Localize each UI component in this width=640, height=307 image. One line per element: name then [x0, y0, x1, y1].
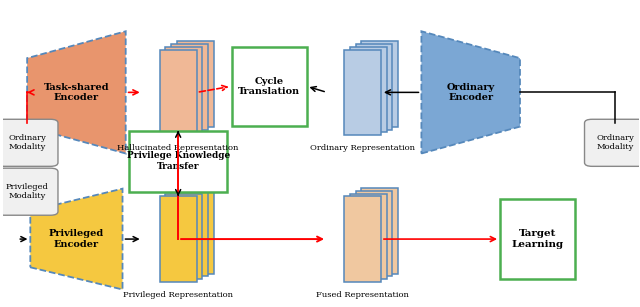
Bar — [362, 188, 398, 274]
Text: Ordinary
Modality: Ordinary Modality — [8, 134, 46, 151]
Bar — [356, 44, 392, 130]
Bar — [129, 130, 227, 192]
FancyBboxPatch shape — [0, 168, 58, 215]
Bar — [171, 191, 208, 276]
Text: Ordinary
Modality: Ordinary Modality — [596, 134, 634, 151]
Bar — [166, 193, 202, 279]
Bar — [171, 44, 208, 130]
Bar — [232, 47, 307, 126]
Text: Privilege Knowledge
Transfer: Privilege Knowledge Transfer — [127, 151, 230, 171]
Text: Cycle
Translation: Cycle Translation — [238, 76, 300, 96]
Bar — [177, 188, 214, 274]
Bar — [344, 196, 381, 282]
FancyBboxPatch shape — [0, 119, 58, 166]
Text: Privileged
Modality: Privileged Modality — [6, 183, 49, 200]
Bar — [177, 41, 214, 127]
Polygon shape — [27, 31, 125, 154]
Bar — [160, 196, 196, 282]
Polygon shape — [421, 31, 520, 154]
Text: Ordinary Representation: Ordinary Representation — [310, 144, 415, 152]
Text: Privileged Representation: Privileged Representation — [123, 291, 233, 299]
Bar — [362, 41, 398, 127]
Bar — [344, 50, 381, 135]
Bar — [350, 193, 387, 279]
Bar — [166, 47, 202, 132]
Bar — [500, 199, 575, 279]
FancyBboxPatch shape — [584, 119, 640, 166]
Text: Privileged
Encoder: Privileged Encoder — [49, 229, 104, 249]
Bar — [350, 47, 387, 132]
Text: Target
Learning: Target Learning — [511, 229, 564, 249]
Polygon shape — [30, 188, 122, 290]
Text: Hallucinated Representation: Hallucinated Representation — [118, 144, 239, 152]
Bar — [160, 50, 196, 135]
Text: Fused Representation: Fused Representation — [316, 291, 409, 299]
Text: Task-shared
Encoder: Task-shared Encoder — [44, 83, 109, 102]
Bar — [356, 191, 392, 276]
Text: Ordinary
Encoder: Ordinary Encoder — [447, 83, 495, 102]
